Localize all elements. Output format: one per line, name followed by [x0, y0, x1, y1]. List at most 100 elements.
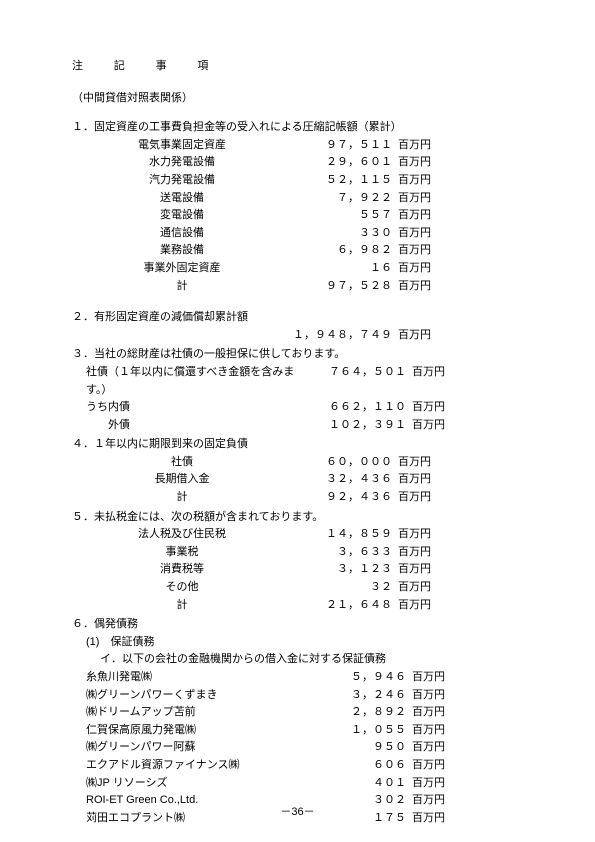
row-value: ２９，６０１: [292, 154, 392, 172]
row-label: 水力発電設備: [72, 154, 292, 172]
sec6-sub1: (1) 保証債務: [72, 634, 523, 652]
doc-subtitle: （中間貸借対照表関係）: [72, 90, 523, 108]
doc-title: 注 記 事 項: [72, 58, 523, 76]
table-row: 社債６０，０００百万円: [72, 454, 523, 472]
table-row: 外債１０２，３９１百万円: [72, 417, 523, 435]
row-label: 計: [72, 489, 292, 507]
row-value: ９７，５２８: [292, 278, 392, 296]
sec3-head: ３．当社の総財産は社債の一般担保に供しております。: [72, 346, 523, 364]
row-unit: 百万円: [392, 172, 456, 190]
row-value: ３２，４３６: [292, 471, 392, 489]
sec6-sub2: イ．以下の会社の金融機関からの借入金に対する保証債務: [72, 651, 523, 669]
table-row: 通信設備３３０百万円: [72, 225, 523, 243]
table-row: 計９２，４３６百万円: [72, 489, 523, 507]
row-label: ㈱グリーンパワー阿蘇: [72, 739, 306, 757]
row-label: 仁賀保高原風力発電㈱: [72, 722, 306, 740]
row-unit: 百万円: [406, 704, 470, 722]
row-label: 業務設備: [72, 242, 292, 260]
table-row: 水力発電設備２９，６０１百万円: [72, 154, 523, 172]
row-unit: 百万円: [392, 544, 456, 562]
row-unit: 百万円: [406, 687, 470, 705]
table-row: 送電設備７，９２２百万円: [72, 190, 523, 208]
sec4-head: ４．１年以内に期限到来の固定負債: [72, 436, 523, 454]
row-unit: 百万円: [392, 489, 456, 507]
row-unit: 百万円: [406, 757, 470, 775]
table-row: 計２１，６４８百万円: [72, 597, 523, 615]
table-row: ㈱JP リソーシズ４０１百万円: [72, 775, 523, 793]
row-unit: 百万円: [392, 471, 456, 489]
row-unit: 百万円: [406, 417, 470, 435]
row-label: 事業税: [72, 544, 292, 562]
table-row: ㈱ドリームアップ苫前２，８９２百万円: [72, 704, 523, 722]
table-row: 事業外固定資産１６百万円: [72, 260, 523, 278]
table-row: 変電設備５５７百万円: [72, 207, 523, 225]
row-label: 消費税等: [72, 561, 292, 579]
row-label: うち内債: [72, 399, 306, 417]
row-value: ６０，０００: [292, 454, 392, 472]
table-row: 糸魚川発電㈱５，９４６百万円: [72, 669, 523, 687]
table-row: 計９７，５２８百万円: [72, 278, 523, 296]
table-row: 社債（１年以内に償還すべき金額を含みます。）７６４，５０１百万円: [72, 364, 523, 399]
table-row: 消費税等３，１２３百万円: [72, 561, 523, 579]
sec2-val: １，９４８，７４９: [292, 327, 392, 345]
sec1-head: １．固定資産の工事費負担金等の受入れによる圧縮記帳額（累計）: [72, 119, 523, 137]
sec2-head: ２．有形固定資産の減価償却累計額: [72, 309, 523, 327]
row-value: ６０６: [306, 757, 406, 775]
table-row: エクアドル資源ファイナンス㈱６０６百万円: [72, 757, 523, 775]
row-unit: 百万円: [392, 454, 456, 472]
sec3-rows: 社債（１年以内に償還すべき金額を含みます。）７６４，５０１百万円うち内債６６２，…: [72, 364, 523, 434]
row-unit: 百万円: [392, 190, 456, 208]
row-unit: 百万円: [392, 242, 456, 260]
row-unit: 百万円: [406, 739, 470, 757]
table-row: 汽力発電設備５２，１１５百万円: [72, 172, 523, 190]
row-unit: 百万円: [392, 278, 456, 296]
row-label: ㈱グリーンパワーくずまき: [72, 687, 306, 705]
table-row: ㈱グリーンパワー阿蘇９５０百万円: [72, 739, 523, 757]
row-label: ㈱ドリームアップ苫前: [72, 704, 306, 722]
row-unit: 百万円: [392, 260, 456, 278]
row-value: ４０１: [306, 775, 406, 793]
row-label: エクアドル資源ファイナンス㈱: [72, 757, 306, 775]
row-value: ９５０: [306, 739, 406, 757]
row-label: 通信設備: [72, 225, 292, 243]
unit: 百万円: [392, 327, 456, 345]
table-row: その他３２百万円: [72, 579, 523, 597]
table-row: 法人税及び住民税１４，８５９百万円: [72, 526, 523, 544]
row-value: ９２，４３６: [292, 489, 392, 507]
row-value: ５２，１１５: [292, 172, 392, 190]
row-value: ３，６３３: [292, 544, 392, 562]
page: 注 記 事 項 （中間貸借対照表関係） １．固定資産の工事費負担金等の受入れによ…: [0, 0, 595, 842]
page-number: －36－: [0, 804, 595, 822]
row-unit: 百万円: [392, 597, 456, 615]
row-label: 法人税及び住民税: [72, 526, 292, 544]
row-label: 計: [72, 597, 292, 615]
row-label: 外債: [72, 417, 306, 435]
row-unit: 百万円: [392, 207, 456, 225]
row-unit: 百万円: [406, 669, 470, 687]
row-value: ３３０: [292, 225, 392, 243]
row-unit: 百万円: [392, 579, 456, 597]
row-value: １，０５５: [306, 722, 406, 740]
row-label: 電気事業固定資産: [72, 137, 292, 155]
row-value: １６: [292, 260, 392, 278]
row-label: 糸魚川発電㈱: [72, 669, 306, 687]
row-unit: 百万円: [392, 225, 456, 243]
row-unit: 百万円: [406, 722, 470, 740]
table-row: 業務設備６，９８２百万円: [72, 242, 523, 260]
sec1-rows: 電気事業固定資産９７，５１１百万円水力発電設備２９，６０１百万円汽力発電設備５２…: [72, 137, 523, 295]
row-value: ７６４，５０１: [306, 364, 406, 399]
row-value: ６，９８２: [292, 242, 392, 260]
sec4-rows: 社債６０，０００百万円長期借入金３２，４３６百万円計９２，４３６百万円: [72, 454, 523, 507]
row-unit: 百万円: [392, 137, 456, 155]
sec2-row: １，９４８，７４９ 百万円: [72, 327, 523, 345]
row-value: ２１，６４８: [292, 597, 392, 615]
row-value: ７，９２２: [292, 190, 392, 208]
table-row: ㈱グリーンパワーくずまき３，２４６百万円: [72, 687, 523, 705]
table-row: 電気事業固定資産９７，５１１百万円: [72, 137, 523, 155]
table-row: 長期借入金３２，４３６百万円: [72, 471, 523, 489]
row-label: 送電設備: [72, 190, 292, 208]
row-value: ３２: [292, 579, 392, 597]
row-value: １０２，３９１: [306, 417, 406, 435]
row-value: １４，８５９: [292, 526, 392, 544]
row-label: 長期借入金: [72, 471, 292, 489]
